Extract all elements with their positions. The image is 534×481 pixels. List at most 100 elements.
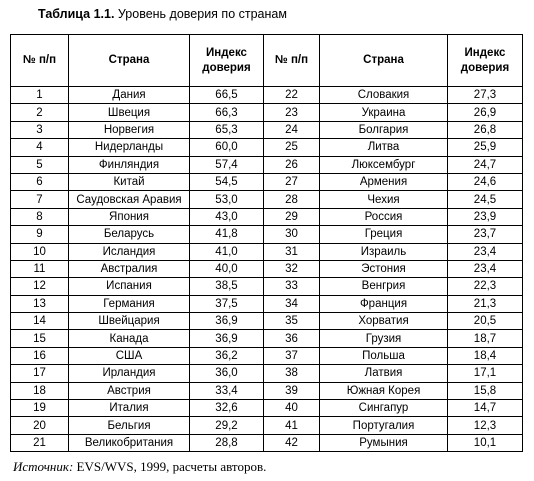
caption-text: Уровень доверия по странам: [117, 7, 287, 21]
cell-index: 33,4: [189, 381, 264, 401]
cell-country: Израиль: [319, 242, 448, 261]
table-row: 12 Испания 38,5 33 Венгрия 22,3: [10, 277, 523, 296]
cell-country: Португалия: [319, 416, 448, 435]
cell-index: 29,2: [189, 416, 264, 435]
cell-country: Латвия: [319, 364, 448, 383]
table-row: 3 Норвегия 65,3 24 Болгария 26,8: [10, 120, 523, 140]
cell-number: 15: [10, 329, 69, 348]
cell-index: 21,3: [447, 294, 523, 314]
cell-number: 6: [10, 172, 69, 192]
cell-index: 38,5: [189, 277, 264, 296]
cell-country: Хорватия: [319, 312, 448, 331]
header-country-left: Страна: [68, 34, 190, 87]
cell-country: Великобритания: [68, 433, 190, 453]
table-row: 13 Германия 37,5 34 Франция 21,3: [10, 294, 523, 314]
cell-country: Австралия: [68, 259, 190, 279]
cell-index: 60,0: [189, 138, 264, 157]
table-body: 1 Дания 66,5 22 Словакия 27,3 2 Швеция 66,3 23 Укр…: [10, 85, 523, 453]
cell-country: Китай: [68, 172, 190, 192]
cell-country: Канада: [68, 329, 190, 348]
cell-index: 10,1: [447, 433, 523, 453]
cell-number: 24: [263, 120, 320, 140]
cell-number: 33: [263, 277, 320, 296]
cell-number: 12: [10, 277, 69, 296]
cell-country: США: [68, 346, 190, 366]
table-row: 9 Беларусь 41,8 30 Греция 23,7: [10, 225, 523, 244]
cell-number: 5: [10, 155, 69, 174]
cell-index: 36,9: [189, 329, 264, 348]
table-row: 10 Исландия 41,0 31 Израиль 23,4: [10, 242, 523, 261]
header-index-left: Индекс доверия: [189, 34, 264, 87]
table-row: 19 Италия 32,6 40 Сингапур 14,7: [10, 399, 523, 418]
cell-number: 26: [263, 155, 320, 174]
cell-number: 14: [10, 312, 69, 331]
table-row: 8 Япония 43,0 29 Россия 23,9: [10, 207, 523, 227]
cell-index: 24,6: [447, 172, 523, 192]
cell-number: 3: [10, 120, 69, 140]
cell-index: 22,3: [447, 277, 523, 296]
cell-number: 25: [263, 138, 320, 157]
cell-country: Люксембург: [319, 155, 448, 174]
table-row: 16 США 36,2 37 Польша 18,4: [10, 346, 523, 366]
cell-country: Исландия: [68, 242, 190, 261]
cell-country: Румыния: [319, 433, 448, 453]
cell-country: Словакия: [319, 85, 448, 105]
cell-number: 20: [10, 416, 69, 435]
cell-number: 31: [263, 242, 320, 261]
cell-country: Германия: [68, 294, 190, 314]
cell-country: Польша: [319, 346, 448, 366]
cell-country: Эстония: [319, 259, 448, 279]
cell-index: 23,4: [447, 259, 523, 279]
cell-country: Сингапур: [319, 399, 448, 418]
cell-number: 23: [263, 103, 320, 122]
cell-index: 28,8: [189, 433, 264, 453]
cell-index: 12,3: [447, 416, 523, 435]
cell-number: 18: [10, 381, 69, 401]
cell-country: Беларусь: [68, 225, 190, 244]
cell-number: 42: [263, 433, 320, 453]
cell-number: 10: [10, 242, 69, 261]
table-row: 18 Австрия 33,4 39 Южная Корея 15,8: [10, 381, 523, 401]
cell-country: Норвегия: [68, 120, 190, 140]
cell-index: 18,7: [447, 329, 523, 348]
cell-index: 66,5: [189, 85, 264, 105]
cell-number: 34: [263, 294, 320, 314]
source-note: Источник: EVS/WVS, 1999, расчеты авторов…: [13, 459, 266, 475]
cell-index: 23,9: [447, 207, 523, 227]
cell-number: 41: [263, 416, 320, 435]
table-row: 17 Ирландия 36,0 38 Латвия 17,1: [10, 364, 523, 383]
table-row: 6 Китай 54,5 27 Армения 24,6: [10, 172, 523, 192]
cell-country: Венгрия: [319, 277, 448, 296]
cell-number: 2: [10, 103, 69, 122]
cell-index: 41,0: [189, 242, 264, 261]
cell-index: 27,3: [447, 85, 523, 105]
cell-number: 22: [263, 85, 320, 105]
cell-number: 1: [10, 85, 69, 105]
cell-country: Швеция: [68, 103, 190, 122]
cell-index: 57,4: [189, 155, 264, 174]
cell-index: 43,0: [189, 207, 264, 227]
cell-country: Япония: [68, 207, 190, 227]
cell-number: 17: [10, 364, 69, 383]
source-text: EVS/WVS, 1999, расчеты авторов.: [73, 459, 267, 474]
table-row: 4 Нидерланды 60,0 25 Литва 25,9: [10, 138, 523, 157]
table-row: 7 Саудовская Аравия 53,0 28 Чехия 24,5: [10, 190, 523, 209]
cell-index: 54,5: [189, 172, 264, 192]
cell-number: 21: [10, 433, 69, 453]
cell-index: 26,9: [447, 103, 523, 122]
cell-index: 18,4: [447, 346, 523, 366]
cell-country: Украина: [319, 103, 448, 122]
caption-label: Таблица 1.1.: [38, 7, 115, 21]
cell-index: 23,7: [447, 225, 523, 244]
cell-index: 17,1: [447, 364, 523, 383]
cell-country: Франция: [319, 294, 448, 314]
table-row: 11 Австралия 40,0 32 Эстония 23,4: [10, 259, 523, 279]
header-index-right: Индекс доверия: [447, 34, 523, 87]
cell-country: Саудовская Аравия: [68, 190, 190, 209]
cell-number: 28: [263, 190, 320, 209]
cell-country: Греция: [319, 225, 448, 244]
cell-number: 38: [263, 364, 320, 383]
cell-country: Грузия: [319, 329, 448, 348]
trust-table: № п/п Страна Индекс доверия № п/п Страна…: [10, 34, 523, 453]
cell-index: 41,8: [189, 225, 264, 244]
